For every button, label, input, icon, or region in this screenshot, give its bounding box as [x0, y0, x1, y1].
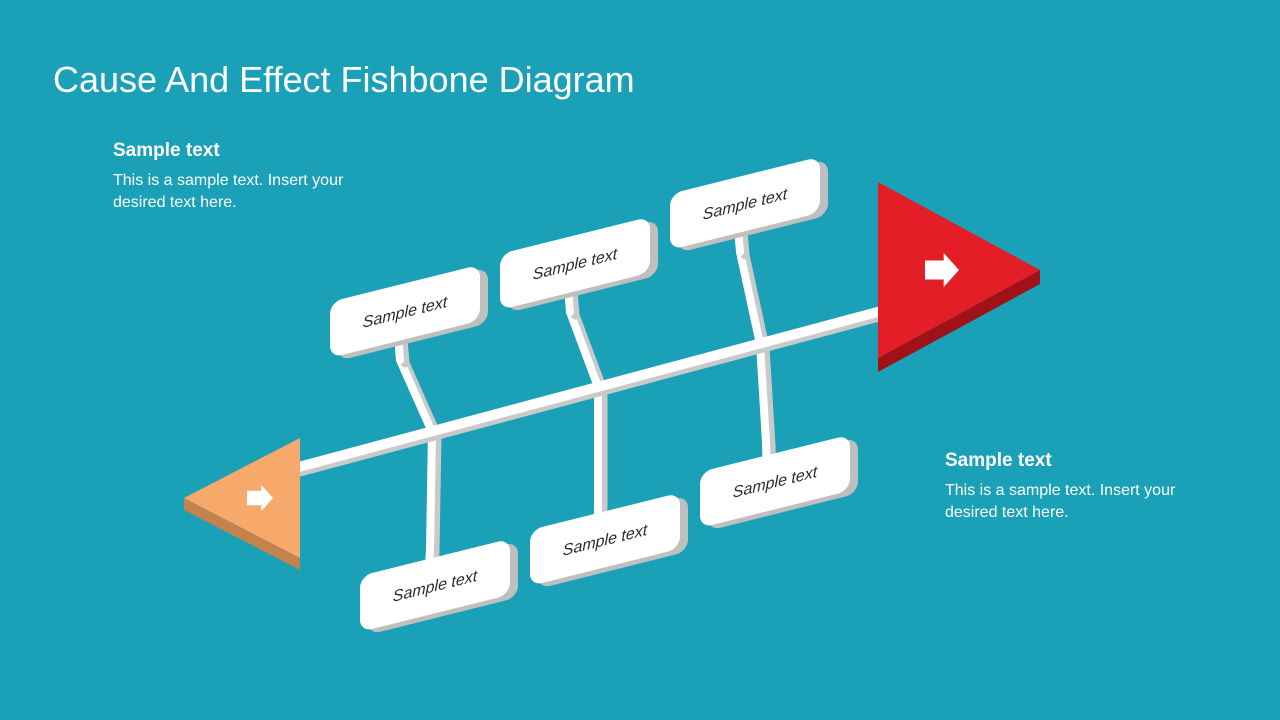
cause-card-top-0: Sample text — [330, 263, 488, 363]
cause-card-bottom-2: Sample text — [700, 433, 858, 533]
fishbone-diagram: Sample textSample textSample textSample … — [0, 0, 1280, 720]
cause-card-top-2: Sample text — [670, 155, 828, 255]
cause-card-bottom-1: Sample text — [530, 491, 688, 591]
cause-card-top-1: Sample text — [500, 215, 658, 315]
